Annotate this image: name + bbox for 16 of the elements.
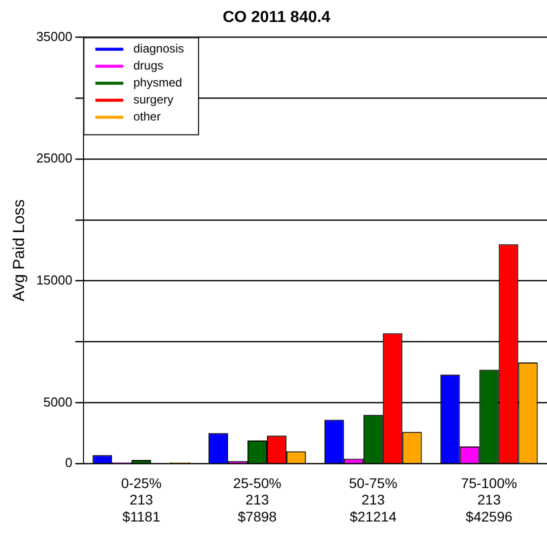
- y-tick-label: 15000: [36, 272, 72, 288]
- y-tick-label: 5000: [43, 394, 72, 410]
- legend-label: diagnosis: [133, 42, 184, 56]
- x-tick-label: 25-50% 213 $7898: [233, 474, 282, 524]
- legend-label: other: [133, 110, 161, 124]
- y-tick-label: 25000: [36, 150, 72, 166]
- legend-label: surgery: [133, 92, 174, 107]
- legend-label: physmed: [133, 76, 182, 90]
- y-tick-label: 0: [65, 455, 72, 470]
- legend-label: drugs: [133, 58, 164, 73]
- chart-title: CO 2011 840.4: [222, 9, 330, 26]
- x-tick-label: 50-75% 213 $21214: [349, 474, 398, 524]
- y-axis-title: Avg Paid Loss: [11, 199, 28, 302]
- x-tick-label: 0-25% 213 $1181: [121, 474, 162, 524]
- x-tick-label: 75-100% 213 $42596: [461, 474, 518, 524]
- y-tick-label: 35000: [36, 28, 72, 44]
